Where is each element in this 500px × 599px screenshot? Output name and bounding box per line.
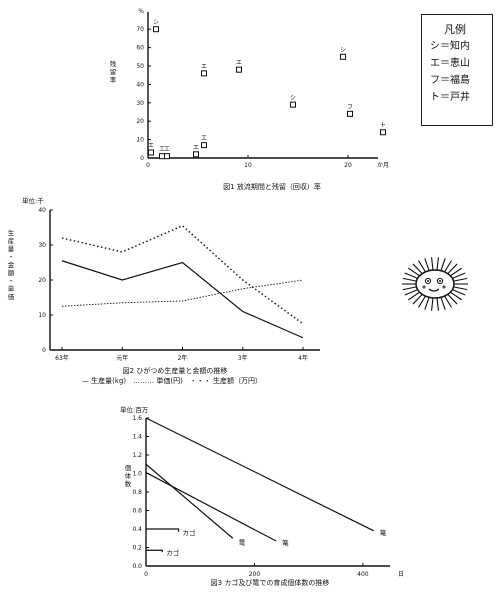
x-tick-label: 10: [244, 162, 252, 169]
data-point-label: シ: [290, 95, 296, 102]
data-point-label: エ: [148, 142, 154, 149]
line-chart-population: 0.0 0.2 0.4 0.6 0.8 1.0 1.2 1.4 1.6 0 200 400 日 単位:百万…: [120, 405, 404, 587]
x-tick-label: 20: [344, 162, 352, 169]
x-tick-label: 3年: [238, 354, 248, 362]
x-tick-label: 63年: [55, 354, 69, 362]
chart-title: 図2 ひがつめ生産量と金額の推移: [123, 366, 228, 375]
data-point: [153, 26, 159, 33]
data-point: [347, 110, 353, 117]
data-point: [148, 149, 154, 156]
series-line: [145, 472, 277, 542]
series-line: [145, 463, 234, 539]
data-point-label: シ: [340, 47, 346, 54]
legend-title: 凡例: [444, 23, 466, 36]
x-tick-label: 0: [146, 162, 150, 169]
y-axis-label: 生産量・金額・単価: [8, 228, 15, 301]
chart-title: 図1 放流期間と残留（回収）率: [223, 182, 321, 191]
y-tick-label: 0.8: [132, 489, 142, 496]
data-point: [380, 129, 386, 136]
y-tick-label: 1.6: [132, 415, 142, 422]
data-point-label: シ: [153, 19, 159, 26]
series-label: 篭: [380, 528, 387, 537]
series-label: カゴ: [183, 528, 197, 537]
series-label: カゴ: [166, 548, 180, 557]
y-tick-label: 30: [38, 242, 46, 249]
y-tick-label: 0.0: [132, 563, 142, 570]
series-label: 篭: [282, 538, 289, 547]
series-line-unit-price: [61, 279, 304, 307]
x-tick-label: 200: [249, 571, 261, 578]
legend-entry-fukushima: フ＝福島: [430, 75, 470, 86]
x-tick-label: 0: [144, 571, 148, 578]
y-tick-label: 1.0: [132, 471, 142, 478]
data-point: [290, 101, 296, 108]
data-point: [193, 151, 199, 158]
unit-label: 単位:千: [22, 196, 44, 205]
series-line: [146, 549, 163, 553]
x-tick-label: 4年: [298, 354, 308, 362]
x-tick-label: 400: [357, 571, 369, 578]
y-unit: %: [138, 8, 144, 15]
sea-urchin-illustration: [395, 248, 475, 318]
y-tick-label: 40: [38, 207, 46, 214]
x-tick-label: 元年: [116, 354, 128, 362]
data-point: [164, 153, 170, 160]
y-tick-label: 0.6: [132, 508, 142, 515]
y-tick-label: 10: [136, 137, 144, 144]
data-point-label: エ: [193, 144, 199, 151]
y-tick-label: 1.2: [132, 452, 142, 459]
legend-entry-esan: エ＝恵山: [430, 58, 470, 69]
y-tick-label: 0.4: [132, 526, 142, 533]
data-point-label: エ: [236, 60, 242, 67]
y-tick-label: 70: [136, 26, 144, 33]
data-point: [201, 142, 207, 149]
data-point-label: エ: [159, 146, 165, 153]
sea-urchin-icon: [402, 257, 468, 311]
y-tick-label: 20: [136, 118, 144, 125]
y-tick-label: 40: [136, 81, 144, 88]
data-point-label: エ: [201, 63, 207, 70]
y-tick-label: 50: [136, 63, 144, 70]
y-tick-label: 0.2: [132, 545, 142, 552]
y-tick-label: 30: [136, 100, 144, 107]
y-tick-label: 1.4: [132, 434, 142, 441]
y-axis-label: 個体数: [125, 463, 132, 488]
data-point: [236, 66, 242, 73]
x-unit: 日: [398, 571, 404, 578]
data-point-label: エ: [201, 135, 207, 142]
series-label: 篭: [239, 537, 246, 546]
series-line: [145, 417, 374, 532]
x-unit: か月: [377, 162, 389, 169]
series-line-production-value: [61, 224, 304, 325]
chart-title: 図3 カゴ及び篭での育成個体数の推移: [211, 578, 330, 587]
y-tick-label: 0: [42, 347, 46, 354]
data-point: [201, 70, 207, 77]
unit-label: 単位:百万: [120, 405, 149, 414]
data-point-label: フ: [347, 104, 353, 111]
x-tick-label: 2年: [178, 354, 188, 362]
data-point-label: ト: [380, 122, 386, 129]
series-line: [146, 528, 180, 532]
data-point: [340, 53, 346, 60]
data-point-label: エ: [164, 146, 170, 153]
y-tick-label: 10: [38, 312, 46, 319]
y-tick-label: 20: [38, 277, 46, 284]
legend-text: — 生産量(kg) ……… 単価(円) ・・・ 生産額（万円）: [82, 376, 262, 385]
series-line-production: [61, 260, 304, 339]
legend-entry-toi: ト＝戸井: [430, 92, 470, 103]
chart-legend: 凡例 シ＝知内 エ＝恵山 フ＝福島 ト＝戸井: [421, 14, 493, 126]
legend-entry-shiriuchi: シ＝知内: [430, 41, 470, 52]
y-axis-label: 残留率: [110, 59, 117, 84]
y-tick-label: 0: [140, 155, 144, 162]
y-tick-label: 60: [136, 45, 144, 52]
